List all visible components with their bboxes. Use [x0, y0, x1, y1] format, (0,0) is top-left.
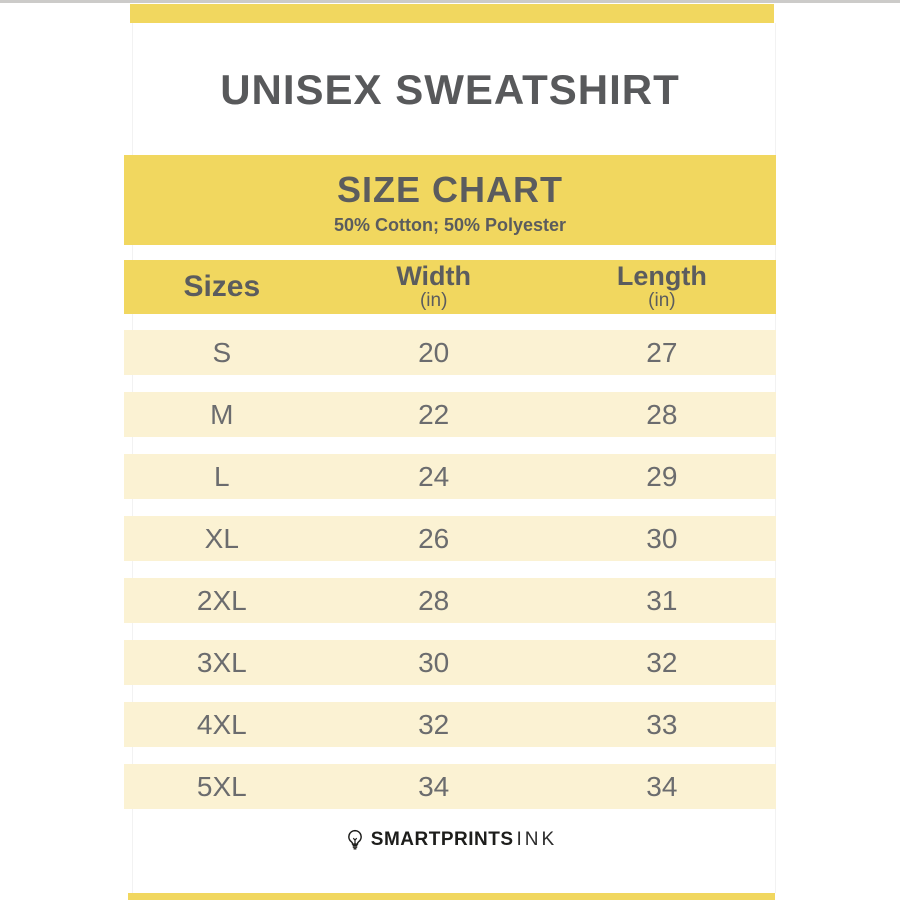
size-chart-subtitle: 50% Cotton; 50% Polyester: [333, 215, 567, 235]
width-cell: 30: [418, 646, 450, 678]
bottom-accent-bar: [128, 893, 775, 900]
table-row: 4XL 32 33: [124, 702, 776, 747]
size-cell: L: [214, 460, 230, 492]
length-cell: 30: [646, 522, 678, 554]
brand-name-secondary: INK: [516, 829, 558, 850]
length-cell: 28: [646, 398, 678, 430]
size-cell: S: [212, 336, 232, 368]
table-row: 3XL 30 32: [124, 640, 776, 685]
size-cell: 2XL: [196, 584, 247, 616]
length-cell: 33: [646, 708, 678, 740]
length-cell: 29: [646, 460, 678, 492]
column-header-length-label: Length: [616, 261, 707, 292]
table-row: 5XL 34 34: [124, 764, 776, 809]
column-header-length-unit: (in): [648, 290, 676, 312]
column-header-sizes: Sizes: [183, 270, 261, 303]
table-row: S 20 27: [124, 330, 776, 375]
size-cell: 5XL: [196, 770, 247, 802]
width-cell: 28: [418, 584, 450, 616]
size-cell: 3XL: [196, 646, 247, 678]
size-cell: XL: [204, 522, 239, 554]
table-row: XL 26 30: [124, 516, 776, 561]
length-cell: 34: [646, 770, 678, 802]
width-cell: 24: [418, 460, 450, 492]
table-row: L 24 29: [124, 454, 776, 499]
column-header-width-unit: (in): [419, 290, 448, 312]
width-cell: 34: [418, 770, 450, 802]
size-chart-banner: SIZE CHART 50% Cotton; 50% Polyester: [124, 155, 776, 245]
table-row: 2XL 28 31: [124, 578, 776, 623]
top-hairline: [0, 0, 900, 3]
brand-name-primary: SMARTPRINTS: [370, 829, 514, 850]
size-cell: 4XL: [196, 708, 247, 740]
length-cell: 27: [646, 336, 678, 368]
table-header-row: Sizes Width (in) Length (in): [124, 260, 776, 314]
width-cell: 26: [418, 522, 450, 554]
table-row: M 22 28: [124, 392, 776, 437]
column-header-length: Length (in): [548, 261, 776, 312]
size-chart-title: SIZE CHART: [337, 169, 563, 210]
width-cell: 22: [418, 398, 450, 430]
page-title: UNISEX SWEATSHIRT: [220, 66, 680, 113]
size-table-body: S 20 27 M 22 28 L 24 29 XL 26 30 2XL 28 …: [124, 330, 776, 826]
top-accent-bar: [130, 4, 774, 23]
length-cell: 32: [646, 646, 678, 678]
width-cell: 32: [418, 708, 450, 740]
brand-footer: SMARTPRINTS INK: [124, 822, 776, 858]
column-header-width: Width (in): [320, 261, 548, 312]
width-cell: 20: [418, 336, 450, 368]
lightbulb-icon: [343, 828, 367, 852]
size-cell: M: [210, 398, 234, 430]
column-header-width-label: Width: [396, 261, 472, 292]
length-cell: 31: [646, 584, 678, 616]
